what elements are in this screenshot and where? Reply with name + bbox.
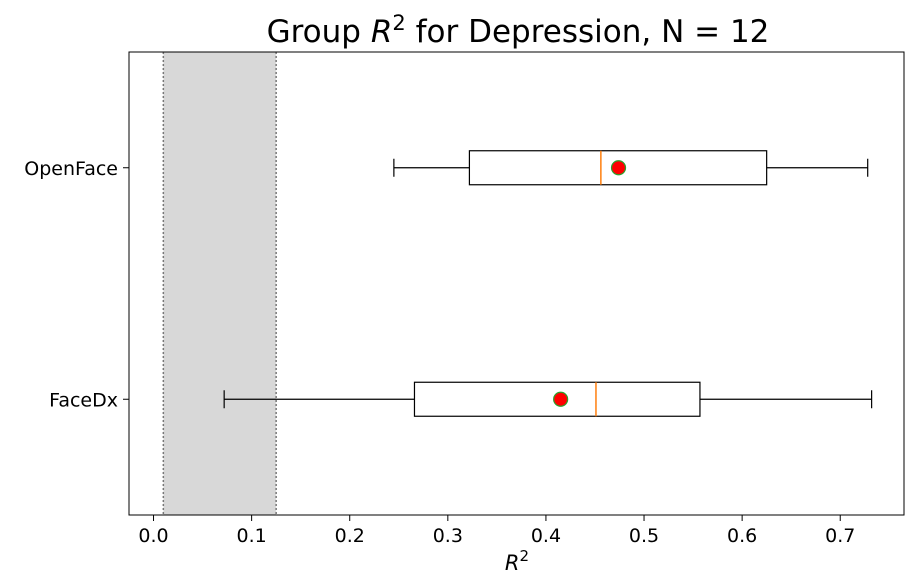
x-tick-label-7: 0.7 — [825, 525, 855, 547]
shaded-band — [163, 52, 277, 515]
chart-title-prefix: Group — [267, 14, 371, 50]
y-tick-label-facedx: FaceDx — [49, 389, 118, 411]
y-axis-ticks: FaceDx OpenFace — [24, 158, 129, 411]
boxes-layer — [223, 150, 873, 417]
x-tick-label-6: 0.6 — [727, 525, 757, 547]
x-tick-label-4: 0.4 — [531, 525, 561, 547]
box-facedx — [223, 381, 873, 417]
shaded-band-layer — [162, 52, 277, 515]
x-tick-label-5: 0.5 — [629, 525, 659, 547]
mean-marker-openface — [610, 160, 627, 176]
x-tick-label-2: 0.2 — [335, 525, 365, 547]
chart-title-superscript: 2 — [392, 11, 405, 35]
x-tick-label-3: 0.3 — [433, 525, 463, 547]
x-axis-label-symbol: R — [505, 551, 520, 575]
chart-title: Group R2 for Depression, N = 12 — [267, 11, 770, 50]
x-axis-label-superscript: 2 — [520, 547, 530, 565]
mean-marker-facedx — [553, 391, 569, 407]
chart-title-symbol: R — [371, 14, 393, 50]
box-openface — [393, 150, 869, 186]
chart-title-suffix: for Depression, N = 12 — [406, 14, 770, 50]
x-tick-label-1: 0.1 — [237, 525, 267, 547]
x-axis-ticks: 0.0 0.1 0.2 0.3 0.4 0.5 0.6 0.7 — [138, 515, 855, 547]
x-axis-label: R2 — [505, 547, 529, 575]
x-tick-label-0: 0.0 — [138, 525, 168, 547]
y-tick-label-openface: OpenFace — [24, 158, 118, 180]
plot-area-frame — [128, 51, 905, 516]
